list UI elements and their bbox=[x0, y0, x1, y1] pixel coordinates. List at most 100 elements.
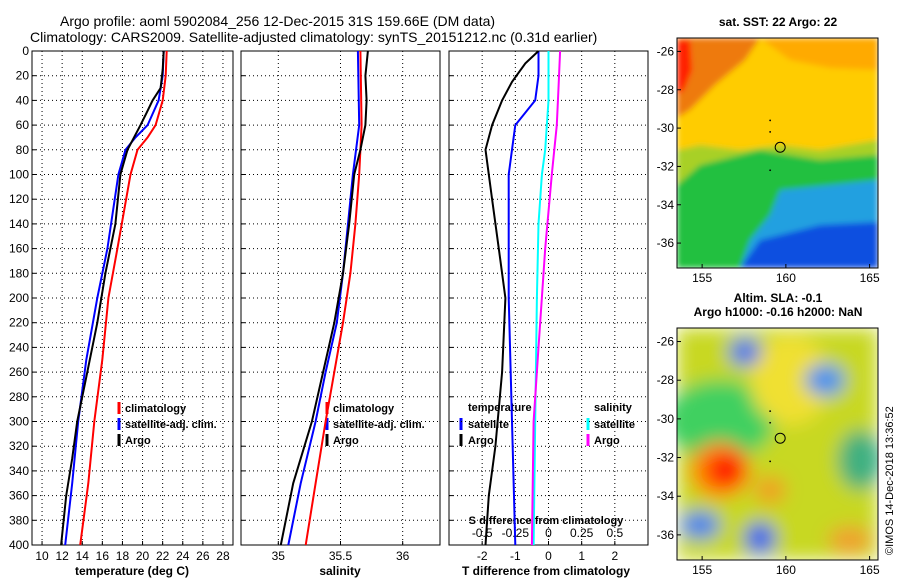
sla-eddy-red bbox=[706, 452, 746, 488]
lat-tick-label: -30 bbox=[657, 412, 675, 426]
lat-tick-label: -36 bbox=[657, 236, 675, 250]
x-tick-label: 35 bbox=[272, 549, 286, 563]
differences-plot: -2 -1 0 1 2-0.5 -0.25 0 0.25 0.5 bbox=[449, 50, 648, 563]
sst-map-frame bbox=[676, 37, 879, 269]
depth-tick-label: 100 bbox=[9, 168, 29, 182]
depth-tick-label: 40 bbox=[16, 93, 30, 107]
sla-eddy-orange bbox=[754, 476, 786, 504]
lat-tick-label: -32 bbox=[657, 451, 675, 465]
x-tick-label: 14 bbox=[76, 549, 90, 563]
legend-t-satellite-label: satellite bbox=[468, 419, 509, 431]
depth-tick-label: 60 bbox=[16, 118, 30, 132]
lat-tick-label: -32 bbox=[657, 159, 675, 173]
depth-tick-label: 400 bbox=[9, 538, 29, 552]
legend-argo-label: Argo bbox=[125, 435, 151, 447]
depth-tick-label: 360 bbox=[9, 489, 29, 503]
lon-tick-label: 160 bbox=[776, 271, 796, 285]
temperature-plot: 0 20 40 60 80 100 120 140 160 180 200 220 240 260 280 3… bbox=[9, 44, 233, 563]
sla-eddy-blue bbox=[805, 364, 845, 396]
argo-location-marker bbox=[774, 141, 786, 153]
difference-frame bbox=[448, 50, 649, 546]
depth-tick-label: 180 bbox=[9, 266, 29, 280]
argo-track-point bbox=[769, 460, 772, 463]
salinity-plot: 35 35.5 36 bbox=[241, 50, 440, 563]
argo-track-point bbox=[769, 421, 772, 424]
sla-eddy-blue bbox=[729, 338, 761, 366]
lat-tick-label: -30 bbox=[657, 121, 675, 135]
series-climatology bbox=[79, 50, 168, 546]
x-tick-label: 26 bbox=[196, 549, 210, 563]
sla-map-ticks: 155 160 165 -26 -28 -30 -32 -34 -36 bbox=[657, 335, 880, 577]
legend-s-satellite-label: satellite bbox=[594, 419, 635, 431]
sla-eddy-green bbox=[677, 380, 775, 460]
title-line-1: Argo profile: aoml 5902084_256 12-Dec-20… bbox=[60, 13, 495, 29]
argo-location-marker bbox=[774, 432, 786, 444]
depth-tick-label: 300 bbox=[9, 415, 29, 429]
x-tick-label: 18 bbox=[116, 549, 130, 563]
temperature-panel: temperature (deg C) climatology satellit… bbox=[31, 50, 234, 578]
sla-eddy-blue bbox=[744, 522, 776, 554]
legend-climatology-label: climatology bbox=[333, 403, 395, 415]
series-s-argo bbox=[530, 50, 562, 546]
salinity-xlabel: salinity bbox=[319, 564, 361, 578]
x-tick-label: 24 bbox=[176, 549, 190, 563]
x-tick-label: 16 bbox=[96, 549, 110, 563]
x-tick-label: 22 bbox=[156, 549, 170, 563]
lon-tick-label: 165 bbox=[860, 271, 880, 285]
lon-tick-label: 155 bbox=[692, 271, 712, 285]
sst-warm-region bbox=[677, 38, 760, 118]
difference-panel: T difference from climatology S differen… bbox=[448, 50, 649, 578]
depth-tick-label: 140 bbox=[9, 217, 29, 231]
depth-tick-label: 240 bbox=[9, 340, 29, 354]
sla-map-title-2: Argo h1000: -0.16 h2000: NaN bbox=[694, 305, 863, 319]
depth-tick-label: 80 bbox=[16, 143, 30, 157]
lat-tick-label: -34 bbox=[657, 489, 675, 503]
series-argo bbox=[279, 50, 369, 546]
depth-tick-label: 220 bbox=[9, 316, 29, 330]
series-argo bbox=[60, 50, 165, 546]
salinity-panel: salinity climatology satellite-adj. clim… bbox=[240, 50, 441, 578]
difference-xlabel: T difference from climatology bbox=[462, 564, 630, 578]
x-tick-label: 12 bbox=[55, 549, 69, 563]
depth-tick-label: 0 bbox=[22, 44, 29, 58]
series-t-argo bbox=[484, 50, 540, 546]
legend-climatology-label: climatology bbox=[125, 403, 187, 415]
sst-map bbox=[677, 38, 878, 268]
series-satellite-adj-clim- bbox=[287, 50, 361, 546]
x-tick-label: 2 bbox=[611, 549, 618, 563]
lat-tick-label: -26 bbox=[657, 335, 675, 349]
s-tick-label: 0.5 bbox=[606, 526, 623, 540]
x-tick-label: 1 bbox=[578, 549, 585, 563]
s-tick-label: -0.5 bbox=[472, 526, 493, 540]
depth-tick-label: 320 bbox=[9, 439, 29, 453]
x-tick-label: 28 bbox=[216, 549, 230, 563]
watermark: ©IMOS 14-Dec-2018 13:36:52 bbox=[884, 406, 896, 555]
depth-tick-label: 380 bbox=[9, 513, 29, 527]
lat-tick-label: -28 bbox=[657, 373, 675, 387]
x-tick-label: 36 bbox=[396, 549, 410, 563]
sst-map-title: sat. SST: 22 Argo: 22 bbox=[719, 15, 838, 29]
lat-tick-label: -36 bbox=[657, 528, 675, 542]
sla-map-title-1: Altim. SLA: -0.1 bbox=[734, 291, 823, 305]
legend-satellite-label: satellite-adj. clim. bbox=[125, 419, 217, 431]
depth-tick-label: 200 bbox=[9, 291, 29, 305]
depth-tick-label: 340 bbox=[9, 464, 29, 478]
sla-eddy-teal bbox=[838, 430, 878, 490]
lat-tick-label: -28 bbox=[657, 83, 675, 97]
depth-tick-label: 160 bbox=[9, 242, 29, 256]
sla-map-frame bbox=[676, 327, 879, 561]
lon-tick-label: 165 bbox=[860, 563, 880, 577]
legend-satellite-label: satellite-adj. clim. bbox=[333, 419, 425, 431]
x-tick-label: -2 bbox=[477, 549, 488, 563]
sst-hot-spot bbox=[677, 40, 692, 95]
lon-tick-label: 155 bbox=[692, 563, 712, 577]
argo-track-point bbox=[769, 119, 772, 122]
lat-tick-label: -34 bbox=[657, 198, 675, 212]
sla-eddy-orange bbox=[828, 526, 872, 554]
temperature-xlabel: temperature (deg C) bbox=[75, 564, 189, 578]
argo-track-point bbox=[769, 131, 772, 133]
legend-salinity-heading: salinity bbox=[594, 402, 633, 414]
legend-argo-label: Argo bbox=[333, 435, 359, 447]
x-tick-label: 10 bbox=[35, 549, 49, 563]
